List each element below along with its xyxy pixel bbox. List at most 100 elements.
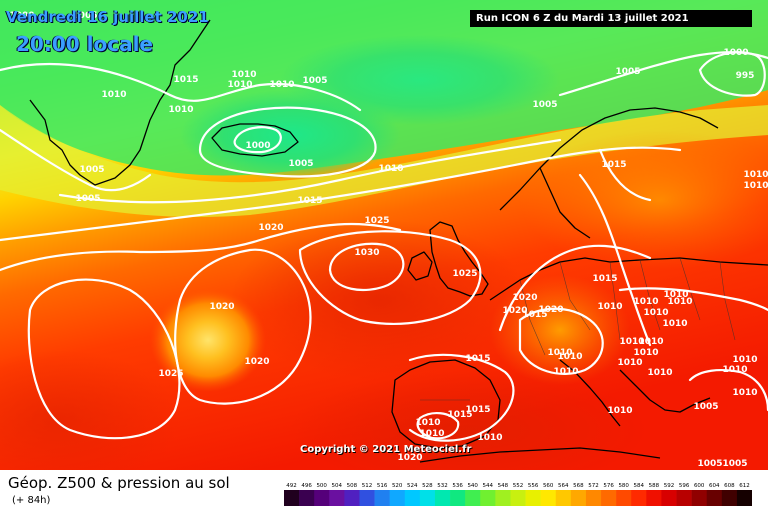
scale-swatch — [299, 490, 315, 506]
scale-swatch — [646, 490, 662, 506]
scale-tick-label: 528 — [422, 483, 433, 489]
isobar-1030-north-atlantic — [328, 242, 405, 292]
scale-tick-label: 540 — [467, 483, 478, 489]
isobar-label: 1010 — [477, 433, 502, 443]
isobar-1010-central-europe — [578, 173, 652, 347]
isobar-label: 1010 — [101, 90, 126, 100]
isobar-label: 1010 — [547, 348, 572, 358]
scale-tick-label: 592 — [664, 483, 675, 489]
isobar-label: 1005 — [72, 11, 97, 21]
scale-tick-label: 588 — [649, 483, 660, 489]
scale-swatch — [404, 490, 421, 506]
isobar-label: 1010 — [722, 365, 747, 375]
isobar-1020-dome — [174, 248, 312, 405]
isobar-label: 1020 — [397, 453, 422, 463]
isobar-label: 1025 — [364, 216, 389, 226]
isobar-label: 1010 — [662, 319, 687, 329]
scale-swatch — [736, 490, 752, 506]
border-line — [559, 261, 591, 331]
scale-tick-label: 572 — [588, 483, 599, 489]
isobar-label: 1010 — [227, 80, 252, 90]
continental-europe-coast — [489, 257, 768, 301]
z500-warm-dome-azores — [150, 288, 266, 392]
scale-swatch — [450, 490, 466, 506]
isobar-label: 1010 — [553, 367, 578, 377]
isobar-label: 1010 — [557, 352, 582, 362]
isobar-label: 1010 — [638, 337, 663, 347]
scale-swatch — [495, 490, 511, 506]
scale-tick-label: 556 — [528, 483, 539, 489]
scale-tick-label: 564 — [558, 483, 569, 489]
scale-swatch — [329, 490, 345, 506]
isobar-label: 1015 — [465, 354, 490, 364]
scale-tick-label: 600 — [694, 483, 705, 489]
scale-swatch — [374, 490, 390, 506]
scale-swatch — [344, 490, 360, 506]
isobar-label: 1025 — [452, 269, 477, 279]
isobar-lines — [0, 51, 768, 442]
isobar-label: 1005 — [615, 67, 640, 77]
scale-tick-label: 532 — [437, 483, 448, 489]
isobar-1005-iceland — [198, 106, 377, 178]
isobar-label: 1000 — [723, 48, 748, 58]
isobar-label: 1015 — [522, 310, 547, 320]
isobar-label: 1020 — [244, 357, 269, 367]
scale-swatch — [525, 490, 541, 506]
italy-coast — [559, 359, 621, 427]
scale-tick-label: 500 — [316, 483, 327, 489]
isobar-1015-iberia — [408, 353, 515, 442]
scale-tick-label: 496 — [301, 483, 312, 489]
isobar-1020-arc — [0, 222, 402, 272]
isobar-1015-band — [0, 146, 682, 242]
isobar-label: 1005 — [79, 165, 104, 175]
coastlines — [29, 19, 768, 463]
isobar-label: 1005 — [722, 459, 747, 469]
scale-swatch — [419, 490, 436, 506]
scale-swatch — [314, 490, 330, 506]
scale-swatch — [510, 490, 526, 506]
isobar-label: 1005 — [288, 159, 313, 169]
scale-tick-label: 608 — [724, 483, 735, 489]
scale-swatch — [721, 490, 738, 506]
valid-date: Vendredi 16 juillet 2021 — [6, 8, 209, 26]
isobar-label: 1015 — [173, 75, 198, 85]
isobar-1000-northeast — [698, 51, 766, 97]
isobar-label: 1030 — [354, 248, 379, 258]
isobar-label: 1010 — [743, 181, 768, 191]
scale-tick-label: 580 — [618, 483, 629, 489]
isobar-1010-east — [618, 287, 768, 312]
isobar-label: 1010 — [415, 418, 440, 428]
isobar-1025-europe — [298, 230, 482, 326]
isobar-1010-south — [58, 138, 562, 204]
isobar-label: 1000 — [9, 11, 34, 21]
isobar-1010-alps — [518, 307, 604, 375]
isobar-label: 1010 — [597, 302, 622, 312]
isobar-label: 1020 — [502, 306, 527, 316]
isobar-label: 1005 — [532, 100, 557, 110]
isobar-label: 1010 — [607, 406, 632, 416]
isobar-label: 1010 — [732, 355, 757, 365]
scale-swatch — [540, 490, 557, 506]
scandinavia-coast — [499, 107, 719, 239]
local-time: 20:00 locale — [16, 32, 153, 56]
border-line — [719, 261, 736, 341]
isobar-label: 995 — [736, 71, 755, 81]
scale-tick-label: 604 — [709, 483, 720, 489]
scale-tick-label: 576 — [603, 483, 614, 489]
isobar-label: 1015 — [601, 160, 626, 170]
scale-tick-label: 596 — [679, 483, 690, 489]
scale-swatch — [480, 490, 496, 506]
scale-tick-label: 520 — [392, 483, 403, 489]
iceland-coast — [211, 123, 299, 157]
mediterranean-south-coast — [419, 447, 661, 463]
isobar-1010-iberia — [416, 412, 460, 440]
balkans-coast — [619, 369, 711, 413]
isobar-1025-azores — [27, 278, 181, 440]
isobar-1015-continent — [498, 244, 652, 332]
scale-tick-label: 612 — [739, 483, 750, 489]
isobar-label: 1020 — [538, 305, 563, 315]
country-borders — [420, 257, 736, 401]
isobar-label: 1010 — [619, 337, 644, 347]
